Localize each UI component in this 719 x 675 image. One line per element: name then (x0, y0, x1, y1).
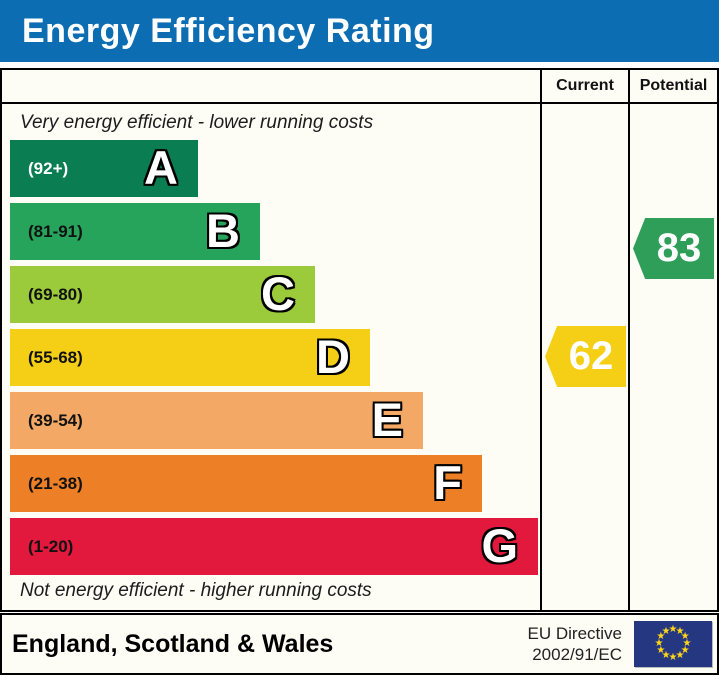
band-a-bar: (92+) A (10, 140, 198, 197)
eu-directive-line1: EU Directive (527, 623, 622, 643)
band-b-bar: (81-91) B (10, 203, 260, 260)
band-c-letter: C (261, 266, 295, 320)
eu-flag: ★ ★ ★ ★ ★ ★ ★ ★ ★ ★ ★ ★ (634, 621, 712, 667)
eu-flag-star-icon: ★ (668, 624, 678, 635)
note-not-efficient: Not energy efficient - higher running co… (20, 580, 372, 601)
current-rating-arrow: 62 (545, 326, 626, 387)
note-very-efficient: Very energy efficient - lower running co… (20, 112, 374, 133)
eu-flag-star-icon: ★ (656, 631, 666, 642)
footer-bar: England, Scotland & Wales EU Directive 2… (0, 613, 719, 675)
potential-rating-value: 83 (656, 226, 702, 270)
band-g-range: (1-20) (28, 536, 74, 556)
eu-directive-line2: 2002/91/EC (532, 645, 622, 664)
band-d-letter: D (316, 329, 350, 383)
table-body: Very energy efficient - lower running co… (2, 104, 717, 610)
header-cell-current: Current (540, 70, 628, 102)
band-scale-area: Very energy efficient - lower running co… (2, 104, 540, 610)
eu-flag-star-icon: ★ (661, 625, 671, 637)
band-f-bar: (21-38) F (10, 455, 482, 512)
band-g-letter: G (481, 518, 518, 572)
eu-flag-star-icon: ★ (661, 650, 671, 662)
band-e-bar: (39-54) E (10, 392, 423, 449)
band-f-range: (21-38) (28, 473, 83, 493)
energy-rating-chart: Current Potential Very energy efficient … (0, 68, 719, 612)
band-d-range: (55-68) (28, 347, 83, 367)
eu-flag-star-icon: ★ (682, 638, 692, 649)
eu-flag-star-icon: ★ (675, 650, 685, 662)
band-e-range: (39-54) (28, 410, 83, 430)
band-b-letter: B (206, 203, 240, 257)
table-header: Current Potential (2, 70, 717, 104)
eu-flag-star-icon: ★ (680, 645, 690, 656)
title-bar: Energy Efficiency Rating (0, 0, 719, 62)
band-g-bar: (1-20) G (10, 518, 538, 575)
current-rating-value: 62 (568, 334, 614, 378)
header-cell-main (2, 70, 540, 102)
eu-flag-star-icon: ★ (654, 638, 664, 649)
band-b-range: (81-91) (28, 221, 83, 241)
band-a-range: (92+) (28, 158, 69, 178)
eu-flag-star-icon: ★ (668, 652, 678, 663)
eu-flag-star-icon: ★ (675, 625, 685, 637)
band-a-letter: A (144, 140, 178, 194)
band-e-letter: E (371, 392, 403, 446)
potential-rating-arrow: 83 (633, 218, 714, 279)
potential-column: 83 (628, 104, 717, 610)
current-column: 62 (540, 104, 628, 610)
band-d-bar: (55-68) D (10, 329, 370, 386)
band-c-bar: (69-80) C (10, 266, 315, 323)
band-c-range: (69-80) (28, 284, 83, 304)
region-label: England, Scotland & Wales (12, 629, 334, 658)
eu-flag-star-icon: ★ (680, 631, 690, 642)
eu-directive-label: EU Directive 2002/91/EC (528, 623, 622, 666)
page-title: Energy Efficiency Rating (22, 11, 435, 50)
header-cell-potential: Potential (628, 70, 717, 102)
band-f-letter: F (433, 455, 462, 509)
eu-flag-star-icon: ★ (656, 645, 666, 656)
